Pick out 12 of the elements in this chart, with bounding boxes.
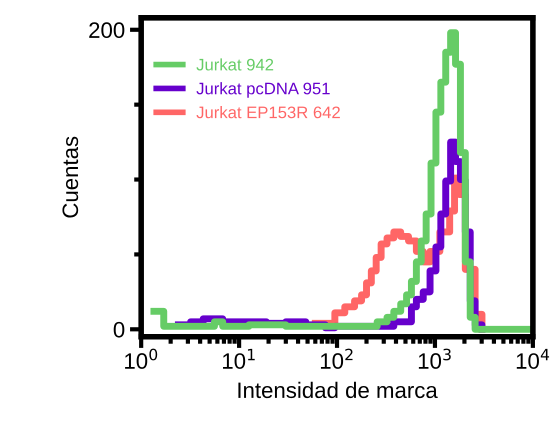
x-tick-label: 10$^{1}$ — [223, 348, 255, 369]
x-tick-label: 10$^{3}$ — [418, 348, 451, 369]
legend-label: Jurkat EP153R 642 — [196, 106, 340, 118]
x-tick-label: 10$^{4}$ — [516, 348, 550, 369]
x-axis-title: Intensidad de marca — [238, 382, 438, 398]
y-tick-label: 0 — [114, 322, 124, 338]
y-tick-label: 200 — [89, 22, 124, 38]
legend-label: Jurkat pcDNA 951 — [196, 82, 330, 98]
x-tick-label: 10$^{0}$ — [125, 348, 158, 369]
y-axis-title: Cuentas — [62, 136, 78, 218]
legend-label: Jurkat 942 — [196, 58, 274, 71]
x-tick-label: 10$^{2}$ — [320, 348, 353, 369]
